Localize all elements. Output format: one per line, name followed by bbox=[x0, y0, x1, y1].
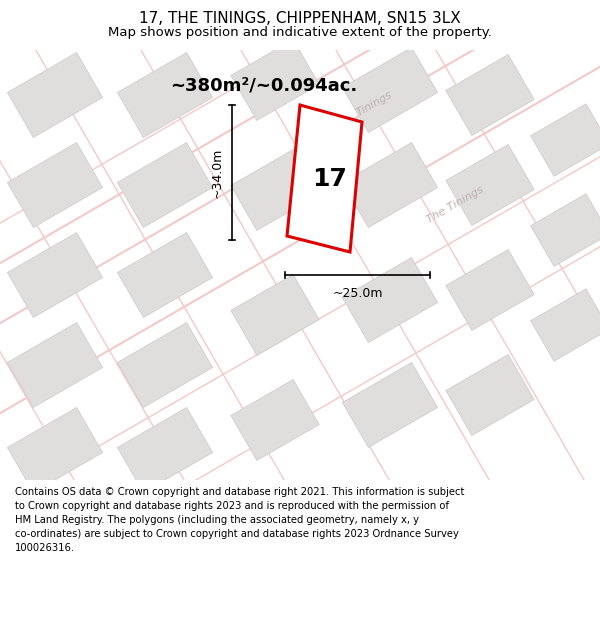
Polygon shape bbox=[118, 322, 212, 408]
Polygon shape bbox=[530, 289, 600, 361]
Text: Tinings: Tinings bbox=[355, 89, 395, 118]
Polygon shape bbox=[287, 105, 362, 252]
Polygon shape bbox=[446, 249, 534, 331]
Polygon shape bbox=[343, 362, 437, 448]
Polygon shape bbox=[231, 274, 319, 356]
Polygon shape bbox=[7, 408, 103, 492]
Polygon shape bbox=[118, 52, 212, 138]
Polygon shape bbox=[7, 142, 103, 228]
Polygon shape bbox=[446, 54, 534, 136]
Polygon shape bbox=[343, 142, 437, 228]
Polygon shape bbox=[118, 408, 212, 492]
Text: Contains OS data © Crown copyright and database right 2021. This information is : Contains OS data © Crown copyright and d… bbox=[15, 488, 464, 553]
Polygon shape bbox=[118, 142, 212, 228]
Polygon shape bbox=[231, 379, 319, 461]
Polygon shape bbox=[530, 194, 600, 266]
Text: The Tinings: The Tinings bbox=[425, 184, 485, 225]
Polygon shape bbox=[231, 149, 319, 231]
Polygon shape bbox=[446, 354, 534, 436]
Text: ~25.0m: ~25.0m bbox=[332, 287, 383, 300]
Polygon shape bbox=[530, 104, 600, 176]
Text: 17, THE TININGS, CHIPPENHAM, SN15 3LX: 17, THE TININGS, CHIPPENHAM, SN15 3LX bbox=[139, 11, 461, 26]
Polygon shape bbox=[446, 144, 534, 226]
Text: ~34.0m: ~34.0m bbox=[211, 148, 224, 198]
Polygon shape bbox=[343, 258, 437, 343]
Polygon shape bbox=[7, 322, 103, 408]
Text: 17: 17 bbox=[313, 167, 347, 191]
Polygon shape bbox=[343, 48, 437, 132]
Polygon shape bbox=[7, 52, 103, 138]
Text: Map shows position and indicative extent of the property.: Map shows position and indicative extent… bbox=[108, 26, 492, 39]
Polygon shape bbox=[231, 39, 319, 121]
Polygon shape bbox=[7, 232, 103, 318]
Polygon shape bbox=[118, 232, 212, 318]
Text: ~380m²/~0.094ac.: ~380m²/~0.094ac. bbox=[170, 76, 357, 94]
